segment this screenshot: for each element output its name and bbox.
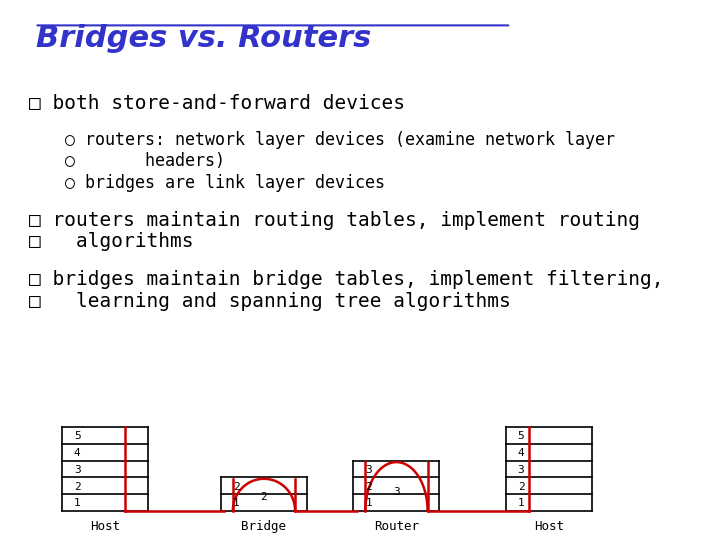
Text: □ both store-and-forward devices: □ both store-and-forward devices <box>29 94 405 113</box>
Text: 2: 2 <box>233 482 240 491</box>
Text: 4: 4 <box>518 448 524 458</box>
Text: Bridges vs. Routers: Bridges vs. Routers <box>36 24 372 53</box>
Text: ○ bridges are link layer devices: ○ bridges are link layer devices <box>65 174 384 192</box>
Text: Router: Router <box>374 521 419 534</box>
Text: ○ routers: network layer devices (examine network layer: ○ routers: network layer devices (examin… <box>65 131 615 149</box>
Text: 1: 1 <box>233 498 240 508</box>
Text: 3: 3 <box>74 465 81 475</box>
Text: 2: 2 <box>365 482 372 491</box>
Text: 2: 2 <box>261 492 267 502</box>
Text: 3: 3 <box>393 488 400 497</box>
Text: Host: Host <box>534 521 564 534</box>
Text: ○       headers): ○ headers) <box>65 152 225 170</box>
Text: □ routers maintain routing tables, implement routing: □ routers maintain routing tables, imple… <box>29 211 640 229</box>
Text: □   learning and spanning tree algorithms: □ learning and spanning tree algorithms <box>29 292 510 310</box>
Text: 4: 4 <box>74 448 81 458</box>
Text: Host: Host <box>90 521 120 534</box>
Text: 2: 2 <box>74 482 81 491</box>
Text: 5: 5 <box>518 431 524 442</box>
Text: 5: 5 <box>74 431 81 442</box>
Text: □ bridges maintain bridge tables, implement filtering,: □ bridges maintain bridge tables, implem… <box>29 270 663 289</box>
Text: 1: 1 <box>74 498 81 508</box>
Text: Bridge: Bridge <box>241 521 287 534</box>
Text: 3: 3 <box>518 465 524 475</box>
Text: 1: 1 <box>365 498 372 508</box>
Text: 3: 3 <box>365 465 372 475</box>
Text: 2: 2 <box>518 482 524 491</box>
Text: 1: 1 <box>518 498 524 508</box>
Text: □   algorithms: □ algorithms <box>29 232 193 251</box>
